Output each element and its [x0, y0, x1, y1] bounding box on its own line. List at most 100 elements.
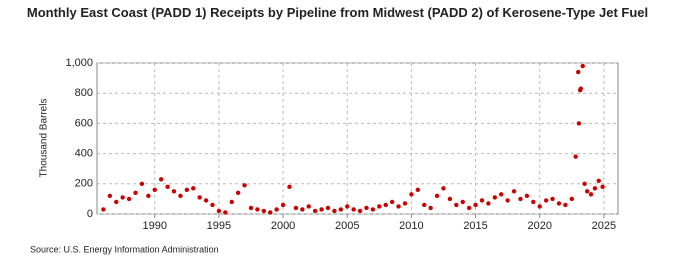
point: [357, 208, 363, 214]
point: [402, 201, 408, 206]
point: [274, 207, 279, 212]
point: [576, 69, 581, 75]
x-tick-label: 2020: [527, 220, 551, 232]
point: [580, 63, 585, 69]
point: [578, 86, 583, 91]
point: [596, 178, 601, 183]
point: [235, 190, 241, 196]
point: [569, 196, 575, 202]
point: [543, 198, 549, 203]
point: [505, 198, 510, 203]
point: [454, 202, 459, 208]
point: [389, 199, 395, 205]
point: [550, 196, 555, 202]
y-tick-label: 400: [75, 148, 93, 160]
point: [146, 193, 151, 199]
y-tick-label: 1,000: [65, 57, 93, 69]
point: [120, 195, 125, 200]
point: [229, 199, 234, 205]
point: [312, 208, 318, 214]
point: [585, 189, 590, 194]
point: [441, 186, 446, 191]
point: [582, 181, 587, 186]
point: [107, 193, 113, 199]
point: [325, 205, 331, 211]
point: [518, 196, 523, 202]
point: [600, 184, 605, 190]
point: [300, 207, 305, 212]
point: [588, 192, 594, 197]
point: [422, 202, 427, 208]
source: Source: U.S. Energy Information Administ…: [30, 244, 219, 254]
x-tick-label: 2010: [399, 220, 423, 232]
point: [415, 187, 421, 193]
point: [293, 205, 299, 211]
point: [255, 207, 260, 212]
point: [184, 187, 190, 193]
point: [338, 207, 344, 212]
point: [573, 154, 578, 159]
point: [351, 207, 356, 212]
point: [345, 204, 350, 209]
point: [428, 205, 433, 211]
point: [473, 202, 478, 208]
x-tick-label: 2015: [463, 220, 487, 232]
point: [203, 198, 209, 203]
point: [556, 201, 562, 206]
point: [191, 186, 196, 191]
point: [576, 121, 582, 126]
x-tick-label: 1995: [207, 220, 231, 232]
point: [486, 201, 491, 206]
point: [126, 196, 132, 202]
point: [216, 208, 222, 214]
point: [306, 204, 311, 209]
x-tick-label: 2025: [592, 220, 616, 232]
point: [210, 202, 215, 208]
point: [537, 204, 542, 209]
point: [332, 208, 337, 214]
point: [396, 204, 401, 209]
point: [499, 192, 504, 197]
point: [377, 204, 382, 209]
point: [524, 193, 530, 199]
point: [466, 205, 472, 211]
x-tick-label: 1990: [143, 220, 167, 232]
point: [197, 195, 202, 200]
point: [178, 193, 183, 199]
chart-title: Monthly East Coast (PADD 1) Receipts by …: [26, 5, 649, 20]
y-tick-label: 800: [75, 87, 93, 99]
point: [383, 202, 388, 208]
point: [242, 183, 247, 188]
point: [248, 205, 254, 211]
point: [101, 207, 106, 212]
point: [287, 184, 292, 190]
point: [511, 189, 517, 194]
point: [531, 199, 536, 205]
x-tick-label: 2005: [335, 220, 359, 232]
point: [592, 186, 598, 191]
point: [447, 196, 453, 202]
point: [133, 190, 138, 196]
x-tick-label: 2000: [271, 220, 295, 232]
point: [492, 195, 498, 200]
point: [171, 189, 177, 194]
y-tick-label: 600: [75, 117, 93, 129]
point: [223, 210, 228, 215]
point: [319, 207, 324, 212]
point: [280, 202, 286, 208]
point: [139, 181, 145, 186]
point: [370, 207, 376, 212]
point: [152, 187, 157, 193]
point: [563, 202, 568, 208]
point: [261, 208, 267, 214]
point: [409, 192, 414, 197]
point: [165, 184, 170, 190]
point: [114, 199, 119, 205]
y-tick-label: 200: [75, 178, 93, 190]
y-axis-label: Thousand Barrels: [39, 99, 50, 178]
point: [460, 199, 465, 205]
point: [158, 177, 164, 182]
y-tick-label: 0: [87, 208, 93, 220]
